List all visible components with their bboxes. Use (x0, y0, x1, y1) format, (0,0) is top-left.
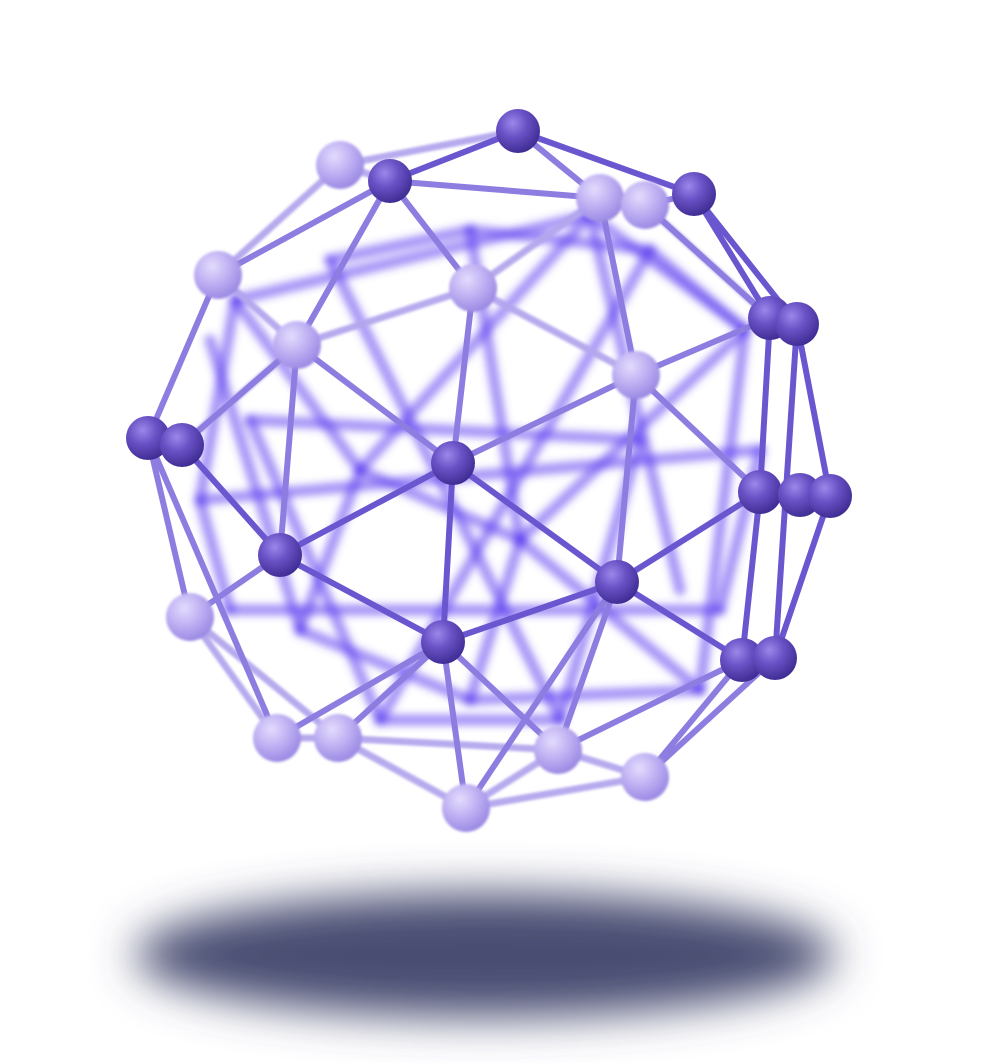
back-edge (194, 444, 766, 506)
front-node (775, 302, 819, 346)
front-edge (463, 579, 620, 811)
pale-node (612, 351, 660, 399)
front-node (160, 423, 204, 467)
pale-edge (336, 127, 522, 169)
pale-node (253, 714, 301, 762)
front-edge (772, 493, 833, 661)
back-edge (324, 254, 566, 726)
front-edge (440, 639, 469, 811)
front-edge (277, 342, 300, 558)
front-edge (633, 372, 763, 495)
front-edge (555, 579, 620, 753)
front-edge (794, 321, 833, 499)
back-edge (244, 414, 646, 446)
back-edge (324, 224, 476, 266)
front-edge (597, 195, 639, 378)
pale-node (273, 321, 321, 369)
front-node (126, 416, 170, 460)
front-edge (614, 489, 763, 585)
front-edge (294, 342, 456, 466)
front-edge (739, 489, 763, 663)
pale-node (621, 181, 669, 229)
back-edge (644, 244, 751, 336)
front-node (496, 109, 540, 153)
pale-nodes (166, 141, 669, 832)
front-edge (387, 178, 603, 201)
back-edge (194, 294, 241, 506)
front-edges (145, 128, 833, 811)
back-edge (244, 414, 386, 726)
front-node (672, 172, 716, 216)
front-node (808, 474, 852, 518)
front-nodes (126, 109, 852, 682)
front-edge (145, 435, 193, 620)
back-edge (294, 624, 476, 706)
pale-edge (469, 284, 640, 379)
front-edge (440, 460, 456, 645)
front-edge (145, 435, 280, 741)
pale-edge (469, 194, 604, 292)
pale-edge (186, 613, 281, 742)
front-edge (515, 128, 697, 197)
front-edge (215, 178, 393, 278)
front-node (368, 159, 412, 203)
back-edge (464, 684, 706, 706)
front-node (738, 470, 782, 514)
pale-node (314, 714, 362, 762)
back-edges (194, 209, 766, 726)
front-edge (757, 315, 773, 495)
pale-node (442, 784, 490, 832)
front-node (595, 560, 639, 604)
pale-edge (334, 734, 470, 812)
front-node (753, 636, 797, 680)
front-edge (145, 272, 221, 441)
front-edge (555, 657, 745, 753)
drop-shadow (135, 893, 835, 1017)
front-edge (179, 442, 283, 558)
front-edge (294, 178, 393, 348)
pale-node (316, 141, 364, 189)
back-edge (694, 324, 751, 696)
front-node (431, 441, 475, 485)
pale-node (194, 251, 242, 299)
pale-node (534, 726, 582, 774)
pale-node (449, 264, 497, 312)
pale-edge (334, 734, 562, 754)
front-node (258, 533, 302, 577)
front-edge (614, 579, 745, 663)
front-edge (440, 579, 620, 645)
front-edge (633, 315, 773, 378)
front-edge (179, 342, 300, 448)
front-node (720, 638, 764, 682)
pale-edge (462, 773, 649, 812)
pale-node (576, 174, 624, 222)
front-edge (642, 657, 745, 780)
back-edge (229, 209, 596, 306)
front-edge (614, 372, 639, 585)
front-edge (387, 128, 521, 184)
back-edge (294, 464, 366, 636)
front-edge (450, 285, 476, 466)
pale-node (166, 593, 214, 641)
front-edge (274, 639, 446, 741)
pale-edge (214, 161, 344, 279)
pale-node (621, 753, 669, 801)
front-edge (440, 639, 561, 753)
front-edge (642, 202, 773, 321)
front-edge (277, 552, 446, 645)
front-edge (277, 460, 456, 558)
pale-edge (293, 284, 477, 349)
front-edge (450, 372, 639, 466)
front-node (421, 620, 465, 664)
front-edge (450, 460, 620, 585)
back-edge (464, 224, 656, 256)
back-edge (229, 294, 366, 476)
